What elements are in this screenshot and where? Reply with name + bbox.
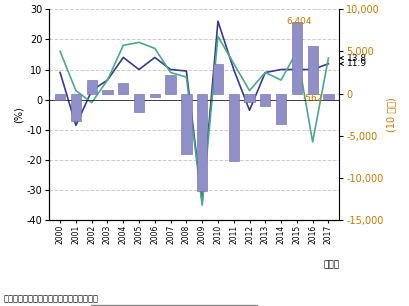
Bar [197,94,207,191]
Bar [134,94,144,112]
Bar [150,94,160,97]
Text: （年）: （年） [324,260,339,270]
Bar [323,94,334,99]
Text: -562: -562 [302,94,323,103]
Bar [260,94,270,106]
Y-axis label: (%): (%) [13,106,23,123]
Bar [308,46,318,94]
Bar [213,64,223,94]
Bar [55,94,65,100]
Legend: 貿易収支（前年差、右軸）, 輸出額, 輸入額: 貿易収支（前年差、右軸）, 輸出額, 輸入額 [90,305,258,306]
Text: 13.8: 13.8 [340,54,367,62]
Text: 6,404: 6,404 [287,17,312,26]
Bar [245,94,255,102]
Bar [102,90,112,94]
Bar [229,94,239,161]
Bar [71,94,81,121]
Bar [276,94,286,124]
Y-axis label: (10 億円): (10 億円) [387,97,397,132]
Bar [292,22,302,94]
Bar [118,83,128,94]
Bar [87,80,97,94]
Text: 資料：財務省「国際収支統計」から作成。: 資料：財務省「国際収支統計」から作成。 [4,294,99,303]
Bar [181,94,191,155]
Bar [166,75,176,94]
Text: 11.9: 11.9 [340,59,367,68]
